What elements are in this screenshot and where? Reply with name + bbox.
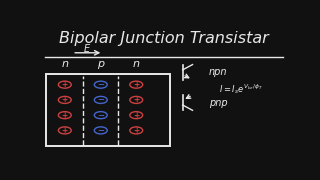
Text: pnp: pnp (209, 98, 227, 108)
Text: −: − (97, 111, 104, 120)
Text: +: + (62, 126, 68, 135)
Text: +: + (133, 111, 139, 120)
Text: +: + (133, 95, 139, 104)
Text: −: − (97, 95, 104, 104)
Text: npn: npn (209, 67, 227, 77)
Bar (46, 74, 170, 146)
Text: p: p (97, 59, 104, 69)
Text: +: + (62, 80, 68, 89)
Text: +: + (133, 126, 139, 135)
Text: +: + (62, 95, 68, 104)
Text: E: E (84, 44, 90, 54)
Text: n: n (133, 59, 140, 69)
Text: Bipolar Junction Transistar: Bipolar Junction Transistar (59, 31, 269, 46)
Text: +: + (133, 80, 139, 89)
Text: n: n (61, 59, 68, 69)
Text: $I=I_s e^{V_{be}/\phi_T}$: $I=I_s e^{V_{be}/\phi_T}$ (219, 82, 263, 96)
Text: −: − (97, 80, 104, 89)
Text: −: − (97, 126, 104, 135)
Text: +: + (62, 111, 68, 120)
